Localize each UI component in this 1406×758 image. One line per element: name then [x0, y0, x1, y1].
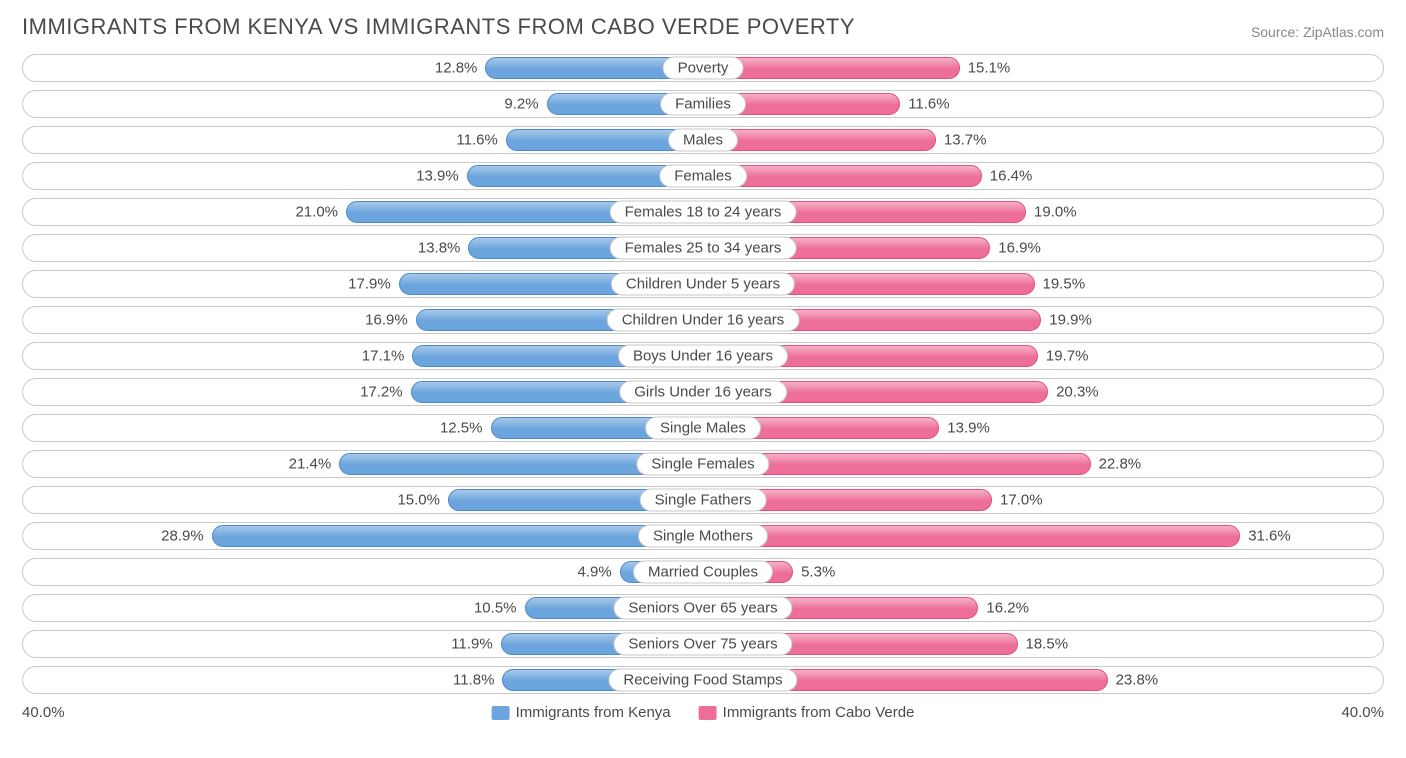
value-cabo-verde: 19.7%	[1046, 348, 1089, 365]
value-cabo-verde: 16.9%	[998, 240, 1041, 257]
value-kenya: 17.2%	[360, 384, 403, 401]
category-label: Girls Under 16 years	[619, 381, 787, 404]
value-cabo-verde: 19.9%	[1049, 312, 1092, 329]
category-label: Single Fathers	[640, 489, 767, 512]
legend-label: Immigrants from Cabo Verde	[723, 704, 915, 721]
legend-item-kenya: Immigrants from Kenya	[492, 704, 671, 721]
category-label: Seniors Over 65 years	[613, 597, 792, 620]
category-label: Single Mothers	[638, 525, 768, 548]
chart-row: 9.2% 11.6% Families	[22, 90, 1384, 118]
value-cabo-verde: 19.5%	[1043, 276, 1086, 293]
value-kenya: 21.4%	[289, 456, 332, 473]
category-label: Children Under 16 years	[607, 309, 800, 332]
value-kenya: 21.0%	[295, 204, 338, 221]
category-label: Males	[668, 129, 738, 152]
category-label: Boys Under 16 years	[618, 345, 788, 368]
value-kenya: 9.2%	[504, 96, 538, 113]
value-kenya: 16.9%	[365, 312, 408, 329]
value-kenya: 11.9%	[451, 636, 492, 653]
chart-row: 17.2% 20.3% Girls Under 16 years	[22, 378, 1384, 406]
chart-title: IMMIGRANTS FROM KENYA VS IMMIGRANTS FROM…	[22, 14, 855, 40]
legend-swatch-icon	[492, 706, 510, 720]
value-cabo-verde: 23.8%	[1116, 672, 1159, 689]
value-cabo-verde: 16.2%	[986, 600, 1029, 617]
category-label: Married Couples	[633, 561, 773, 584]
value-kenya: 10.5%	[474, 600, 517, 617]
bar-kenya	[212, 525, 703, 547]
chart-row: 17.9% 19.5% Children Under 5 years	[22, 270, 1384, 298]
value-cabo-verde: 19.0%	[1034, 204, 1077, 221]
chart-row: 28.9% 31.6% Single Mothers	[22, 522, 1384, 550]
category-label: Receiving Food Stamps	[608, 669, 797, 692]
value-kenya: 11.6%	[456, 132, 497, 149]
value-kenya: 12.8%	[435, 60, 478, 77]
value-kenya: 11.8%	[453, 672, 494, 689]
chart-row: 17.1% 19.7% Boys Under 16 years	[22, 342, 1384, 370]
legend-label: Immigrants from Kenya	[516, 704, 671, 721]
legend-item-cabo-verde: Immigrants from Cabo Verde	[699, 704, 915, 721]
value-cabo-verde: 20.3%	[1056, 384, 1099, 401]
chart-row: 12.5% 13.9% Single Males	[22, 414, 1384, 442]
category-label: Females	[659, 165, 747, 188]
value-cabo-verde: 13.9%	[947, 420, 990, 437]
value-cabo-verde: 31.6%	[1248, 528, 1291, 545]
chart-row: 13.9% 16.4% Females	[22, 162, 1384, 190]
value-kenya: 15.0%	[397, 492, 440, 509]
value-kenya: 28.9%	[161, 528, 204, 545]
category-label: Females 18 to 24 years	[610, 201, 797, 224]
chart-row: 4.9% 5.3% Married Couples	[22, 558, 1384, 586]
chart-row: 11.6% 13.7% Males	[22, 126, 1384, 154]
value-cabo-verde: 15.1%	[968, 60, 1011, 77]
chart-row: 21.0% 19.0% Females 18 to 24 years	[22, 198, 1384, 226]
value-kenya: 4.9%	[578, 564, 612, 581]
value-cabo-verde: 13.7%	[944, 132, 987, 149]
value-kenya: 13.8%	[418, 240, 461, 257]
value-cabo-verde: 17.0%	[1000, 492, 1043, 509]
chart-row: 11.8% 23.8% Receiving Food Stamps	[22, 666, 1384, 694]
axis-max-right: 40.0%	[1341, 704, 1384, 721]
header: IMMIGRANTS FROM KENYA VS IMMIGRANTS FROM…	[22, 14, 1384, 40]
category-label: Poverty	[663, 57, 744, 80]
axis-max-left: 40.0%	[22, 704, 65, 721]
value-kenya: 17.1%	[362, 348, 405, 365]
value-cabo-verde: 18.5%	[1026, 636, 1069, 653]
value-cabo-verde: 16.4%	[990, 168, 1033, 185]
value-cabo-verde: 11.6%	[908, 96, 949, 113]
legend: Immigrants from Kenya Immigrants from Ca…	[492, 704, 915, 721]
category-label: Single Males	[645, 417, 761, 440]
bar-cabo-verde	[703, 525, 1240, 547]
chart-row: 13.8% 16.9% Females 25 to 34 years	[22, 234, 1384, 262]
category-label: Families	[660, 93, 746, 116]
value-cabo-verde: 22.8%	[1099, 456, 1142, 473]
chart-row: 21.4% 22.8% Single Females	[22, 450, 1384, 478]
value-cabo-verde: 5.3%	[801, 564, 835, 581]
value-kenya: 13.9%	[416, 168, 459, 185]
value-kenya: 12.5%	[440, 420, 483, 437]
legend-swatch-icon	[699, 706, 717, 720]
category-label: Children Under 5 years	[611, 273, 795, 296]
category-label: Single Females	[636, 453, 769, 476]
chart-row: 15.0% 17.0% Single Fathers	[22, 486, 1384, 514]
source-attribution: Source: ZipAtlas.com	[1251, 24, 1384, 40]
chart-row: 11.9% 18.5% Seniors Over 75 years	[22, 630, 1384, 658]
value-kenya: 17.9%	[348, 276, 391, 293]
chart-row: 10.5% 16.2% Seniors Over 65 years	[22, 594, 1384, 622]
category-label: Females 25 to 34 years	[610, 237, 797, 260]
category-label: Seniors Over 75 years	[613, 633, 792, 656]
chart-footer: 40.0% Immigrants from Kenya Immigrants f…	[22, 702, 1384, 732]
chart-row: 16.9% 19.9% Children Under 16 years	[22, 306, 1384, 334]
chart-row: 12.8% 15.1% Poverty	[22, 54, 1384, 82]
diverging-bar-chart: 12.8%15.1%Poverty9.2%11.6%Families11.6%1…	[22, 54, 1384, 694]
